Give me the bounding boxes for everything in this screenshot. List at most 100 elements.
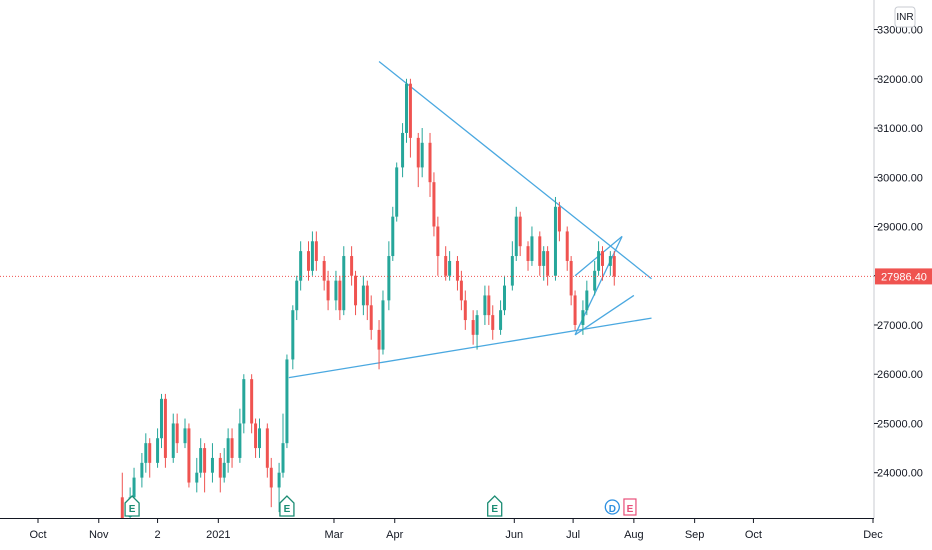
event-letter: E [284,504,291,515]
candle-body [514,216,518,257]
candle-body [510,256,514,286]
candle [314,231,318,271]
candle [612,251,616,286]
candle [408,78,412,158]
candle-body [322,260,326,281]
trendline-1[interactable] [288,317,652,379]
x-tick-label: Jun [505,529,523,541]
candle-body [350,256,354,276]
candle [553,196,557,281]
candle [475,310,479,350]
candle [299,241,303,291]
event-letter: E [129,504,136,515]
candle [203,443,207,493]
candle-body [163,398,167,458]
candle [401,123,405,178]
candle-body [432,182,436,227]
candle [120,472,124,522]
candle-body [608,256,612,266]
candle-body [338,280,342,311]
event-marker-earnings[interactable]: E [124,495,140,517]
trendline-0[interactable] [378,61,652,280]
event-marker-dividend[interactable]: D [604,499,620,515]
candle-body [354,275,358,306]
candle-body [463,300,467,321]
candle [218,453,222,493]
candle-body [269,467,273,488]
candle-body [542,251,546,266]
candle [175,413,179,454]
candle [573,290,577,330]
candle-body [557,206,561,232]
candle-body [381,300,385,350]
candle-body [226,438,230,463]
candle [387,241,391,311]
candle [608,251,612,276]
candle-layer [120,78,616,522]
candle-body [581,310,585,325]
candle [455,256,459,291]
event-marker-earnings[interactable]: E [279,495,295,517]
candle [295,275,299,321]
x-axis: Oct Nov 2 2021 Mar Apr Jun Jul Aug Sep Oct Dec [0,518,932,550]
trendline-4[interactable] [574,294,635,336]
candle-body [365,285,369,306]
x-tick-label: Aug [624,529,644,541]
candle [183,418,187,449]
candle-body [132,477,136,498]
y-tick-label: 31000.00 [877,123,923,135]
event-marker-upcoming[interactable]: E [623,498,637,516]
candle-body [401,132,405,168]
currency-badge[interactable]: INR [894,6,916,28]
candle [156,428,160,468]
candle [471,310,475,345]
candle [391,206,395,261]
candle-body [250,379,254,424]
event-marker-earnings[interactable]: E [487,495,503,517]
candle [487,285,491,325]
candle-body [156,438,160,463]
candle-body [314,241,318,261]
event-letter: E [627,504,634,515]
candle-body [326,280,330,301]
candle [542,246,546,281]
candle [242,374,246,434]
candle-body [391,216,395,257]
candle [585,280,589,316]
candle-body [530,236,534,261]
candle-body [487,295,491,316]
candle-body [395,167,399,217]
last-price-value: 27986.40 [881,271,927,283]
candle [503,275,507,316]
candle [281,413,285,478]
candle [377,320,381,370]
candle-body [416,137,420,168]
candle-body [553,206,557,276]
candle-body [342,256,346,311]
candle-body [428,142,432,183]
candle [491,305,495,340]
candle [342,246,346,316]
y-tick-label: 25000.00 [877,418,923,430]
candle-body [459,280,463,301]
candle [171,413,175,463]
x-tick-label: Oct [745,529,762,541]
candle-body [183,428,187,444]
candle [395,162,399,222]
candle [557,201,561,242]
candle-body [230,438,234,458]
candle [310,231,314,276]
candle [269,457,273,508]
candle [404,78,408,143]
candle-body [265,428,269,468]
candle-body [195,472,199,483]
candle-body [491,315,495,330]
candle [369,295,373,340]
candle-body [565,231,569,261]
candle-body [404,83,408,133]
candle [601,246,605,281]
candle [222,448,226,483]
candle-body [242,379,246,424]
